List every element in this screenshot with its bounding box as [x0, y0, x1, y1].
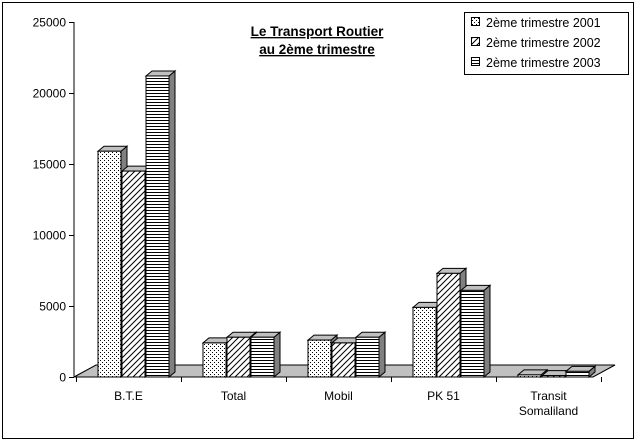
bar-top [516, 369, 549, 376]
bar-front [412, 306, 437, 378]
bar-top [144, 70, 177, 77]
bar-top [96, 145, 129, 152]
bar-front [436, 272, 461, 378]
legend-swatch-2002 [471, 37, 480, 46]
bar-front [565, 370, 590, 378]
y-tick-label: 0 [59, 371, 66, 385]
legend-label-2002: 2ème trimestre 2002 [486, 36, 601, 50]
legend-label-2001: 2ème trimestre 2001 [486, 16, 601, 30]
bar-top [435, 267, 468, 274]
y-tick-label: 10000 [33, 229, 67, 243]
y-tick-label: 5000 [39, 300, 66, 314]
y-tick-label: 20000 [33, 87, 67, 101]
bar-side [168, 69, 176, 379]
bar-front [517, 374, 542, 378]
legend-swatch-2003 [471, 57, 480, 66]
bar-front [460, 289, 485, 378]
bar-front [307, 339, 332, 378]
legend-label-2003: 2ème trimestre 2003 [486, 56, 601, 70]
bar-front [541, 375, 566, 378]
bar-front [355, 336, 380, 378]
legend-swatch-2001 [471, 17, 480, 26]
chart-title-line-2: au 2ème trimestre [259, 42, 375, 57]
x-category-label: Somaliland [519, 404, 578, 418]
bar-top [306, 334, 339, 341]
bar-top [354, 331, 387, 338]
bar [249, 331, 282, 379]
bar [564, 365, 597, 379]
y-tick-label: 25000 [33, 16, 67, 30]
bar-front [121, 170, 146, 378]
bar-front [145, 75, 170, 378]
bar-top [459, 284, 492, 291]
x-category-label: PK 51 [427, 389, 460, 403]
x-category-label: Transit [530, 389, 567, 403]
bar [354, 331, 387, 379]
bar-front [97, 150, 122, 378]
chart-title-line-1: Le Transport Routier [251, 24, 385, 39]
bar-front [202, 342, 227, 378]
bar-side [378, 331, 386, 379]
legend-box [464, 12, 629, 75]
bar-front [226, 336, 251, 378]
legend: 2ème trimestre 2001 2ème trimestre 2002 … [464, 12, 629, 75]
bar-top [564, 365, 597, 372]
x-category-label: B.T.E [114, 389, 143, 403]
bar-side [273, 331, 281, 379]
bar-side [483, 284, 491, 379]
bar-top [249, 331, 282, 338]
bar [144, 69, 177, 379]
bar [459, 284, 492, 379]
x-category-label: Total [221, 389, 246, 403]
x-category-label: Mobil [324, 389, 353, 403]
chart-title: Le Transport Routier au 2ème trimestre [251, 24, 385, 57]
bar-front [250, 336, 275, 378]
y-tick-label: 15000 [33, 158, 67, 172]
bar-front [331, 342, 356, 378]
